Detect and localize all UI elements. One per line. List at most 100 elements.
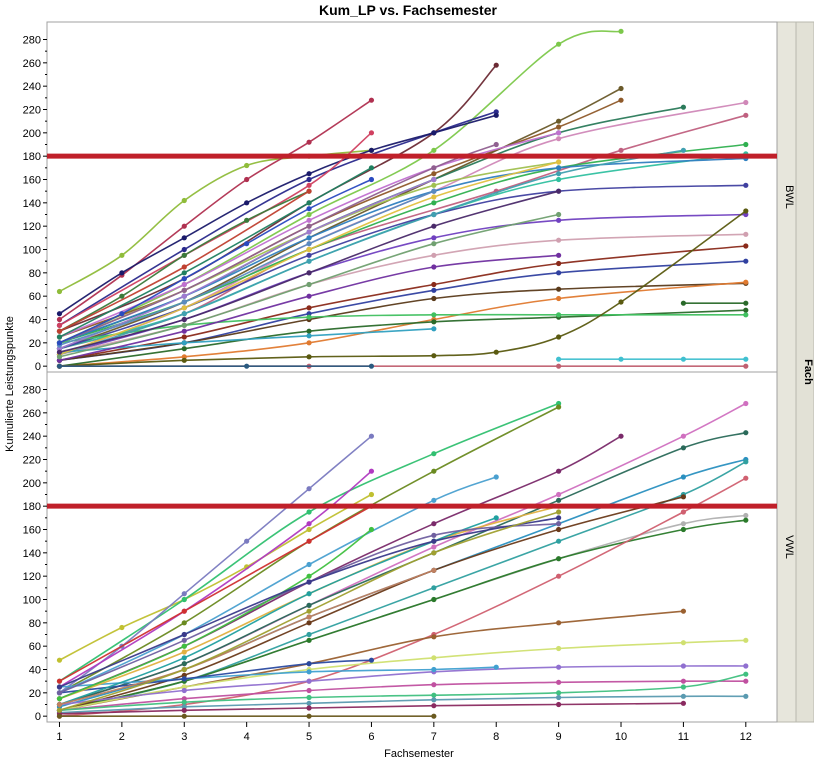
data-point (431, 147, 437, 153)
data-point (556, 526, 562, 533)
data-point (431, 544, 437, 550)
series-line (59, 702, 684, 715)
y-tick-label: 40 (29, 315, 41, 327)
data-point (556, 130, 562, 136)
data-point (680, 474, 687, 480)
series-line (59, 505, 372, 682)
data-point (56, 354, 63, 360)
data-point (556, 404, 562, 410)
data-point (431, 295, 437, 302)
data-point (743, 258, 749, 264)
data-point (743, 671, 749, 677)
x-tick-label: 2 (119, 731, 125, 743)
data-point (56, 328, 63, 334)
data-point (431, 194, 437, 200)
data-point (556, 363, 562, 369)
data-point (181, 223, 187, 229)
data-point (431, 666, 437, 673)
data-point (306, 305, 312, 311)
data-point (431, 703, 437, 709)
data-point (181, 649, 187, 655)
data-point (244, 217, 250, 223)
data-point (306, 188, 312, 194)
data-point (556, 217, 562, 223)
series-line (59, 99, 372, 321)
y-axis-label: Kumulierte Leistungspunkte (4, 316, 16, 452)
data-point (493, 112, 499, 118)
data-point (743, 208, 749, 214)
data-point (556, 295, 562, 302)
data-point (556, 690, 562, 696)
data-point (743, 141, 749, 148)
data-point (306, 252, 312, 258)
data-point (56, 701, 63, 708)
x-tick-label: 9 (556, 731, 562, 743)
data-point (556, 260, 562, 267)
series-line (59, 666, 497, 688)
data-point (56, 363, 63, 369)
data-point (56, 678, 63, 684)
series-line (59, 190, 435, 346)
y-tick-label: 80 (29, 618, 41, 630)
data-point (181, 299, 187, 305)
data-point (431, 468, 437, 474)
data-point (743, 300, 749, 306)
data-point (306, 246, 312, 253)
data-point (119, 270, 125, 276)
x-tick-label: 12 (740, 731, 752, 743)
data-point (181, 287, 187, 293)
x-tick-label: 11 (678, 731, 689, 743)
data-point (181, 676, 187, 682)
panel-label-bwl: BWL (783, 185, 795, 209)
data-point (493, 474, 499, 480)
series-line (59, 245, 746, 362)
data-point (306, 661, 312, 667)
x-tick-label: 10 (615, 731, 627, 743)
data-point (181, 322, 187, 328)
data-point (306, 694, 312, 701)
data-point (181, 655, 187, 661)
data-point (306, 637, 312, 643)
data-point (743, 312, 749, 318)
data-point (680, 445, 687, 451)
series-line (59, 309, 746, 367)
panel-strip: Fach BWL VWL (776, 21, 814, 723)
data-point (556, 521, 562, 527)
data-point (680, 433, 687, 439)
data-point (618, 147, 624, 153)
data-point (431, 130, 437, 136)
x-tick-label: 5 (306, 731, 312, 743)
y-tick-label: 260 (23, 408, 41, 420)
data-point (431, 252, 437, 258)
data-point (556, 701, 562, 708)
y-tick-label: 120 (23, 221, 41, 233)
y-tick-label: 100 (23, 595, 41, 607)
data-point (556, 515, 562, 521)
data-point (680, 147, 687, 153)
data-point (431, 697, 437, 703)
data-point (556, 491, 562, 498)
data-point (431, 165, 437, 171)
y-tick-label: 40 (29, 665, 41, 677)
data-point (680, 521, 687, 527)
data-point (431, 567, 437, 573)
data-point (181, 316, 187, 323)
data-point (431, 171, 437, 177)
series-line (59, 569, 435, 706)
data-point (743, 678, 749, 684)
y-tick-label: 80 (29, 268, 41, 280)
data-point (181, 328, 187, 334)
data-point (306, 526, 312, 533)
data-point (680, 684, 687, 690)
data-point (556, 176, 562, 183)
panel-frame (46, 371, 778, 723)
data-point (368, 176, 375, 183)
data-point (119, 624, 125, 631)
y-tick-label: 0 (35, 711, 41, 723)
y-tick-label: 260 (23, 58, 41, 70)
series-line (59, 143, 497, 344)
data-point (493, 62, 499, 68)
data-point (743, 475, 749, 481)
data-point (680, 356, 687, 362)
data-point (431, 497, 437, 503)
